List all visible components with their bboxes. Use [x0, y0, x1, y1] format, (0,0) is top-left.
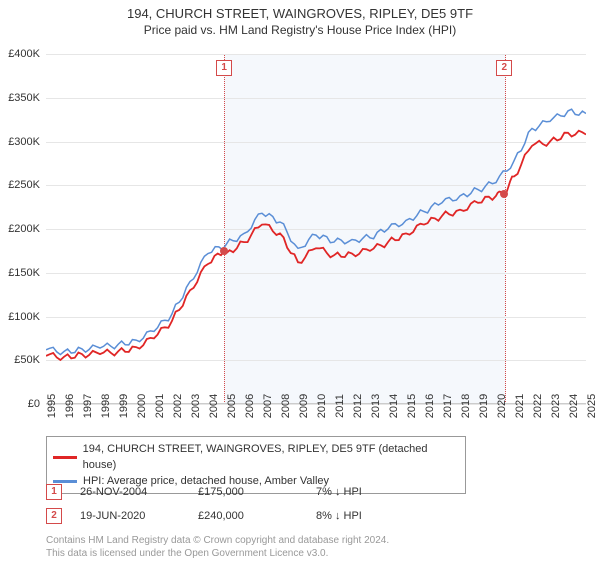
legend-label: 194, CHURCH STREET, WAINGROVES, RIPLEY, …	[83, 441, 459, 473]
y-axis-label: £200K	[8, 223, 40, 235]
y-axis-label: £100K	[8, 311, 40, 323]
chart-subtitle: Price paid vs. HM Land Registry's House …	[0, 23, 600, 37]
chart-marker-dot	[220, 247, 228, 255]
y-axis-label: £250K	[8, 179, 40, 191]
sale-delta: 8% ↓ HPI	[316, 510, 416, 522]
x-axis-label: 2025	[586, 394, 598, 418]
y-axis-label: £0	[28, 398, 40, 410]
y-axis-label: £300K	[8, 136, 40, 148]
series-hpi	[46, 109, 586, 354]
sale-row: 1 26-NOV-2004 £175,000 7% ↓ HPI	[46, 484, 586, 500]
legend-row: 194, CHURCH STREET, WAINGROVES, RIPLEY, …	[53, 441, 459, 473]
footer-line: Contains HM Land Registry data © Crown c…	[46, 534, 389, 547]
sale-marker-icon: 1	[46, 484, 62, 500]
sale-marker-icon: 2	[46, 508, 62, 524]
footer-attribution: Contains HM Land Registry data © Crown c…	[46, 534, 389, 560]
y-axis-label: £350K	[8, 92, 40, 104]
chart-plot-area: £0£50K£100K£150K£200K£250K£300K£350K£400…	[46, 54, 586, 404]
legend-swatch-property	[53, 456, 77, 459]
y-axis-label: £400K	[8, 48, 40, 60]
line-series-svg	[46, 54, 586, 404]
sale-date: 19-JUN-2020	[80, 510, 180, 522]
chart-container: 194, CHURCH STREET, WAINGROVES, RIPLEY, …	[0, 6, 600, 566]
footer-line: This data is licensed under the Open Gov…	[46, 547, 389, 560]
chart-marker-dot	[500, 190, 508, 198]
sale-date: 26-NOV-2004	[80, 486, 180, 498]
sale-price: £175,000	[198, 486, 298, 498]
sale-row: 2 19-JUN-2020 £240,000 8% ↓ HPI	[46, 508, 586, 524]
series-property	[46, 131, 586, 360]
sale-price: £240,000	[198, 510, 298, 522]
legend-swatch-hpi	[53, 480, 77, 483]
y-axis-label: £150K	[8, 267, 40, 279]
chart-title: 194, CHURCH STREET, WAINGROVES, RIPLEY, …	[0, 6, 600, 21]
sale-delta: 7% ↓ HPI	[316, 486, 416, 498]
y-axis-label: £50K	[14, 354, 40, 366]
